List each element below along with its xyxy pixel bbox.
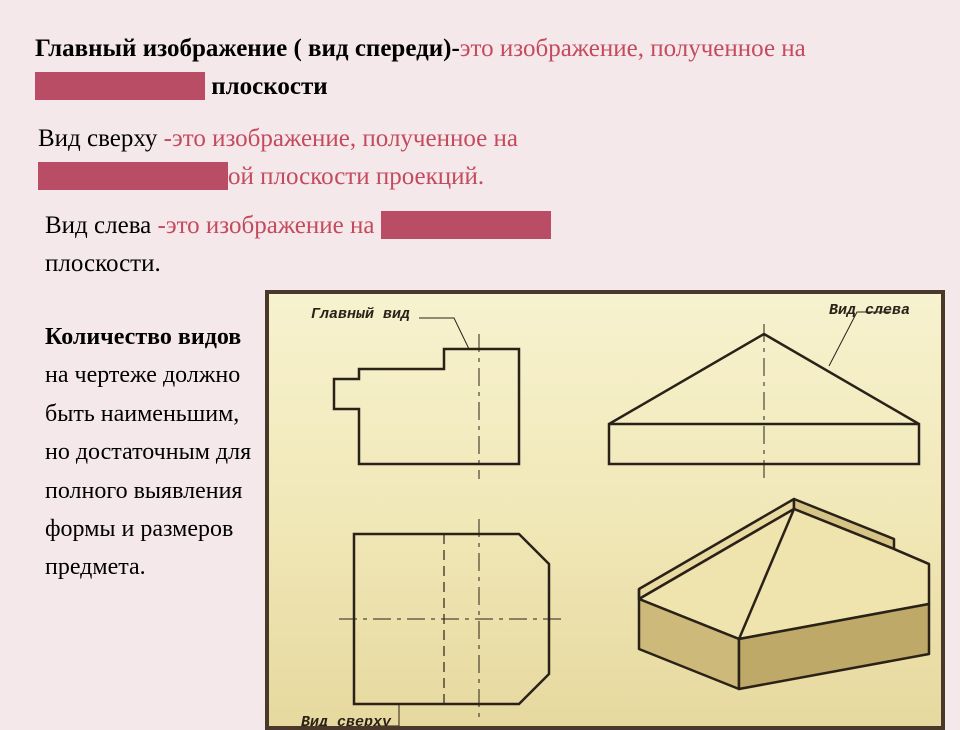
redaction-1 <box>35 72 205 100</box>
side-paragraph: Количество видов на чертеже должно быть … <box>45 318 265 587</box>
redaction-3 <box>381 211 551 239</box>
definition-left-view: Вид слева -это изображение на плоскости. <box>45 207 925 282</box>
bottom-row: Количество видов на чертеже должно быть … <box>35 290 925 730</box>
redaction-2 <box>38 162 228 190</box>
p2-accent: -это изображение, полученное на <box>164 125 518 152</box>
technical-drawing: Главный вид Вид слева Вид сверху <box>265 290 945 730</box>
side-rest: на чертеже должно быть наименьшим, но до… <box>45 362 251 580</box>
label-left-view: Вид слева <box>829 302 910 319</box>
p3-lead: Вид слева <box>45 212 158 239</box>
definition-front-view: Главный изображение ( вид спереди)-это и… <box>35 30 925 105</box>
p1-accent: это изображение, полученное на <box>460 35 806 62</box>
p3-accent: -это изображение на <box>158 212 381 239</box>
p2-lead: Вид сверху <box>38 125 164 152</box>
p2-accent-tail: ой плоскости проекций. <box>228 163 484 190</box>
p1-tail: плоскости <box>205 73 328 100</box>
label-front-view: Главный вид <box>311 306 410 323</box>
definition-top-view: Вид сверху -это изображение, полученное … <box>38 120 925 195</box>
p3-tail: плоскости. <box>45 250 161 277</box>
p1-bold-lead: Главный изображение ( вид спереди)- <box>35 35 460 62</box>
side-lead: Количество видов <box>45 324 241 350</box>
drawing-panel: Главный вид Вид слева Вид сверху <box>265 290 945 730</box>
